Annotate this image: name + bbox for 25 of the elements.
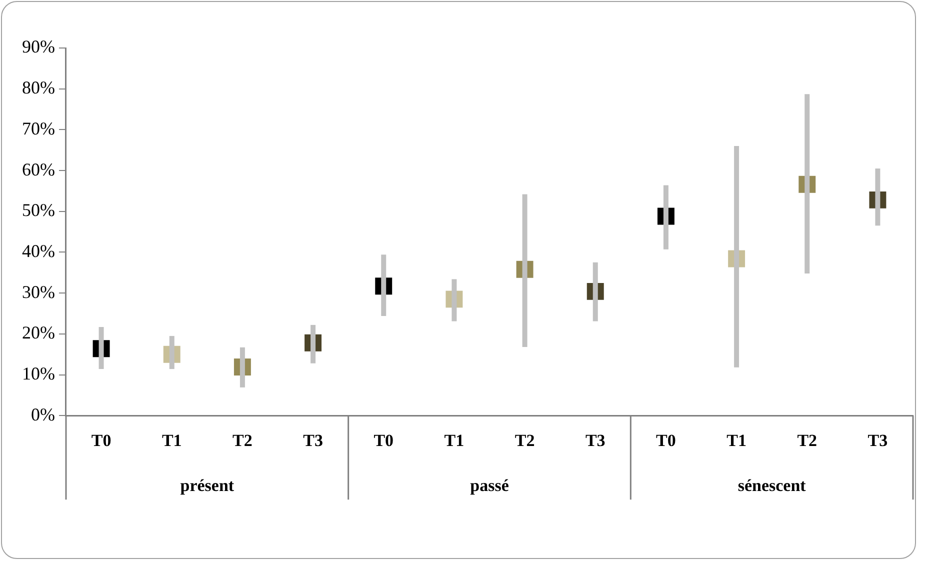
y-tick-label: 0% [30, 404, 55, 424]
x-tick-label: T0 [374, 431, 394, 450]
y-tick-label: 30% [22, 282, 55, 302]
y-tick-label: 20% [22, 322, 55, 343]
y-tick-label: 40% [22, 240, 55, 261]
text: passé [470, 476, 510, 495]
x-tick-label: T0 [656, 431, 676, 450]
y-tick-label: 90% [22, 36, 55, 57]
y-tick-label: 70% [22, 118, 55, 138]
x-tick-label: T1 [444, 431, 464, 450]
y-tick-label: 60% [22, 159, 55, 180]
x-tick-label: T1 [726, 431, 746, 450]
text: sénescent [738, 476, 806, 495]
x-tick-label: T2 [514, 431, 535, 450]
x-tick-label: T0 [91, 431, 112, 450]
y-tick-label: 10% [22, 363, 55, 384]
text: présent [180, 476, 234, 495]
y-tick-label: 50% [22, 200, 55, 220]
x-tick-label: T3 [303, 431, 323, 450]
x-tick-label: T2 [797, 431, 818, 450]
x-tick-label: T1 [162, 431, 182, 450]
x-tick-label: T2 [232, 431, 252, 450]
x-tick-label: T3 [868, 431, 888, 450]
x-tick-label: T3 [585, 431, 606, 450]
y-tick-label: 80% [22, 78, 55, 98]
